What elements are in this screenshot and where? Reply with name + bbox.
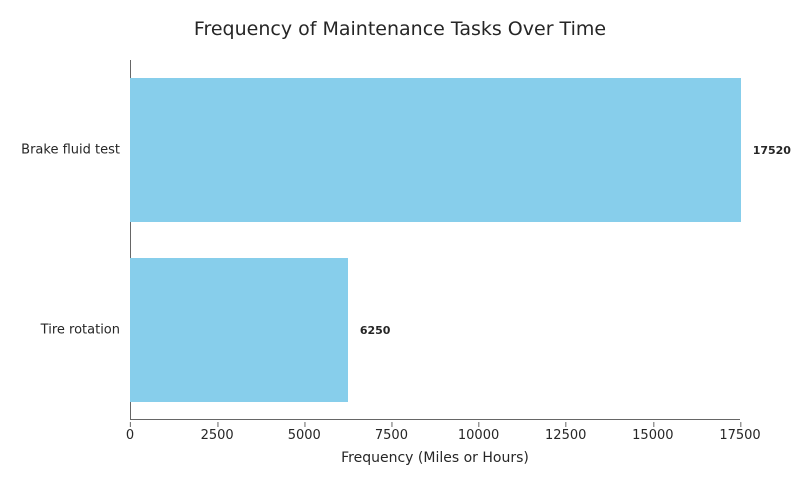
y-tick-label: Brake fluid test (21, 143, 130, 158)
bar (130, 258, 348, 402)
x-tick-label: 17500 (719, 428, 760, 443)
chart-title: Frequency of Maintenance Tasks Over Time (0, 18, 800, 40)
x-tick-label: 7500 (375, 428, 408, 443)
bars-container: 17520Brake fluid test6250Tire rotation (130, 60, 740, 420)
x-tick-label: 10000 (458, 428, 499, 443)
plot-area: 17520Brake fluid test6250Tire rotation 0… (130, 60, 740, 420)
x-tick-label: 0 (126, 428, 134, 443)
bar-value-label: 17520 (753, 144, 791, 157)
x-tick-label: 5000 (288, 428, 321, 443)
x-tick-label: 2500 (201, 428, 234, 443)
x-tick-label: 12500 (545, 428, 586, 443)
bar-value-label: 6250 (360, 324, 391, 337)
x-tick-label: 15000 (632, 428, 673, 443)
bar (130, 78, 741, 222)
y-tick-label: Tire rotation (41, 323, 130, 338)
maintenance-frequency-chart: Frequency of Maintenance Tasks Over Time… (0, 0, 800, 500)
x-axis-label: Frequency (Miles or Hours) (130, 450, 740, 466)
